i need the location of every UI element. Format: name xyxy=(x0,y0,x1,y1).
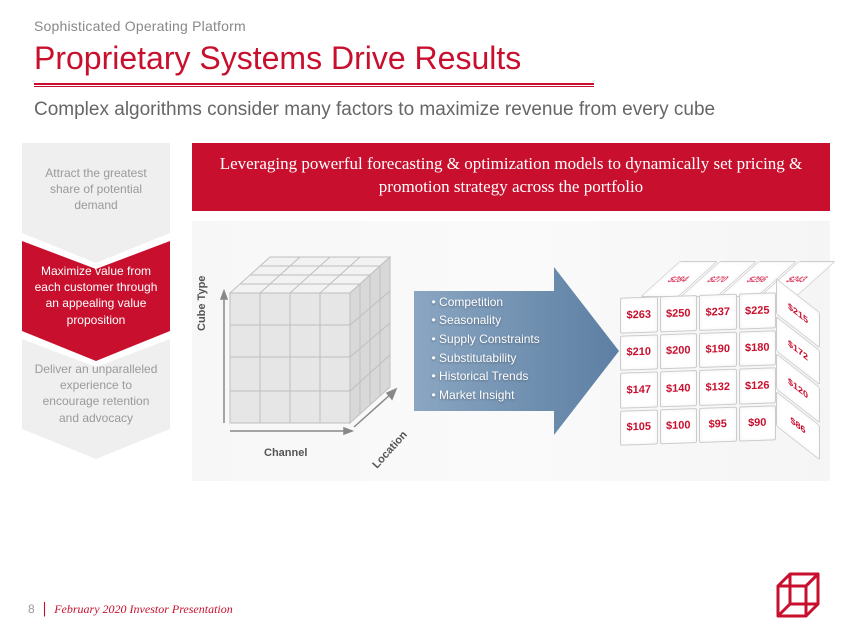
cube-logo-icon xyxy=(770,568,826,624)
factor-item: Supply Constraints xyxy=(432,330,540,349)
price-cell: $210 xyxy=(620,334,658,371)
factor-list: Competition Seasonality Supply Constrain… xyxy=(432,293,540,405)
process-arrow: Competition Seasonality Supply Constrain… xyxy=(414,261,619,441)
price-cell: $90 xyxy=(739,405,777,442)
price-cell: $95 xyxy=(699,406,737,443)
slide-eyebrow: Sophisticated Operating Platform xyxy=(34,18,816,34)
price-cell: $190 xyxy=(699,331,737,368)
plain-cube: Cube Type Channel Location xyxy=(202,241,412,461)
red-banner: Leveraging powerful forecasting & optimi… xyxy=(192,143,830,211)
slide-footer: 8 | February 2020 Investor Presentation xyxy=(28,600,233,618)
price-cell: $126 xyxy=(739,367,777,404)
price-cell: $132 xyxy=(699,369,737,406)
factor-item: Market Insight xyxy=(432,386,540,405)
page-number: 8 xyxy=(28,602,35,616)
cube-icon xyxy=(220,247,400,447)
footer-separator: | xyxy=(43,600,47,618)
price-cube: $284 $270 $256 $243 $263 $250 $237 $225 … xyxy=(620,251,820,451)
diagram-area: Cube Type Channel Location xyxy=(192,221,830,481)
price-cube-top: $284 $270 $256 $243 xyxy=(640,261,836,297)
footer-text: February 2020 Investor Presentation xyxy=(54,602,233,617)
content-area: Attract the greatest share of potential … xyxy=(22,143,830,481)
slide-title: Proprietary Systems Drive Results xyxy=(34,40,816,77)
price-cube-front: $263 $250 $237 $225 $210 $200 $190 $180 … xyxy=(620,292,776,445)
chevron-column: Attract the greatest share of potential … xyxy=(22,143,170,481)
price-cell: $200 xyxy=(660,332,698,369)
price-cell: $100 xyxy=(660,407,698,444)
factor-item: Substitutability xyxy=(432,349,540,368)
chevron-deliver: Deliver an unparalleled experience to en… xyxy=(22,339,170,459)
price-cell: $225 xyxy=(739,292,777,329)
factor-item: Historical Trends xyxy=(432,367,540,386)
chevron-label: Deliver an unparalleled experience to en… xyxy=(22,339,170,459)
price-cell: $147 xyxy=(620,371,658,408)
axis-label-y: Cube Type xyxy=(196,275,208,330)
price-cell: $263 xyxy=(620,296,658,333)
price-cell: $105 xyxy=(620,409,658,446)
price-cube-right: $215 $172 $120 $86 xyxy=(776,278,820,460)
price-cell: $180 xyxy=(739,330,777,367)
axis-label-x: Channel xyxy=(264,447,307,459)
slide-subtitle: Complex algorithms consider many factors… xyxy=(34,99,816,121)
factor-item: Competition xyxy=(432,293,540,312)
price-cell: $237 xyxy=(699,294,737,331)
price-cell: $140 xyxy=(660,370,698,407)
factor-item: Seasonality xyxy=(432,311,540,330)
price-cell: $250 xyxy=(660,295,698,332)
title-underline xyxy=(34,83,594,85)
